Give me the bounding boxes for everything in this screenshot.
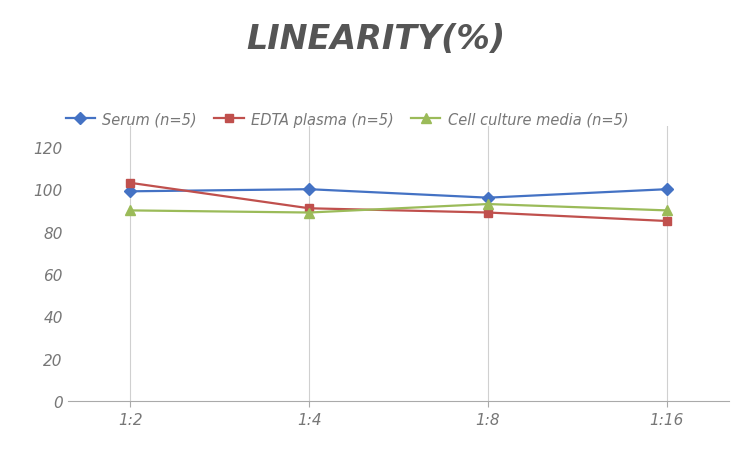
Text: LINEARITY(%): LINEARITY(%) bbox=[247, 23, 505, 55]
Legend: Serum (n=5), EDTA plasma (n=5), Cell culture media (n=5): Serum (n=5), EDTA plasma (n=5), Cell cul… bbox=[60, 106, 634, 133]
